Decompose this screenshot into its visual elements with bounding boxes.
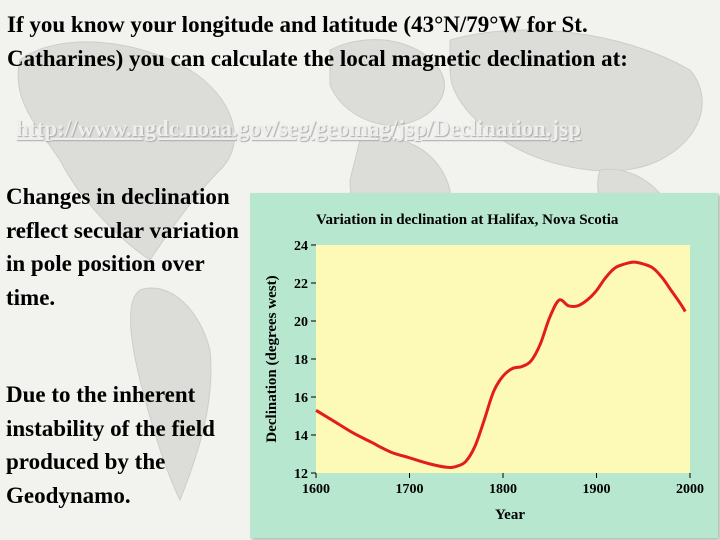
secular-variation-text: Changes in declination reflect secular v… [6,184,239,310]
y-tick-label: 18 [294,353,308,368]
y-tick-label: 14 [294,429,308,444]
chart-panel: Variation in declination at Halifax, Nov… [250,193,718,538]
declination-link[interactable]: http://www.ngdc.noaa.gov/seg/geomag/jsp/… [16,116,581,141]
y-tick-label: 12 [294,467,308,482]
plot-area [316,245,690,473]
y-tick-label: 24 [294,239,308,254]
declination-curve [315,260,687,469]
x-tick-label: 1900 [583,482,611,497]
x-axis-label: Year [495,507,525,523]
x-tick-label: 1700 [396,482,424,497]
chart-title: Variation in declination at Halifax, Nov… [316,212,619,228]
y-tick-label: 22 [294,277,308,292]
x-tick-label: 1800 [489,482,517,497]
y-tick-label: 16 [294,391,308,406]
x-tick-label: 1600 [302,482,330,497]
geodynamo-text: Due to the inherent instability of the f… [6,382,215,508]
declination-chart: Variation in declination at Halifax, Nov… [264,212,704,523]
y-tick-label: 20 [294,315,308,330]
slide-heading: If you know your longitude and latitude … [7,12,628,71]
y-axis-label: Declination (degrees west) [264,275,280,442]
x-tick-label: 2000 [676,482,704,497]
